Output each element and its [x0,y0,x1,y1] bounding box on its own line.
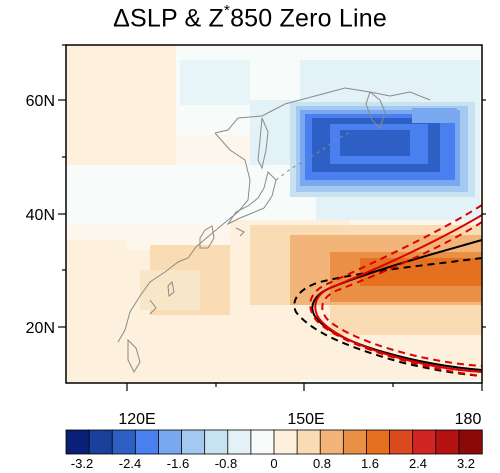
colorbar-label: -3.2 [71,456,93,471]
colorbar-label: 0.8 [313,456,331,471]
zero-line-model-dashed-a [309,204,482,377]
colorbar-label: -2.4 [119,456,141,471]
zero-line-model-dashed-b [321,221,482,367]
zero-line-observed-dashed [293,257,482,377]
colorbar-swatch [412,429,437,455]
colorbar-swatch [366,429,391,455]
colorbar-swatch [389,429,414,455]
colorbar-swatch [250,429,275,455]
zero-line-model [314,214,482,373]
colorbar-swatch [204,429,229,455]
lon-label-150e: 150E [287,411,324,428]
colorbar-swatch [458,429,483,455]
colorbar-swatch [111,429,137,455]
colorbar-swatch [181,429,206,455]
colorbar-swatch [273,429,298,455]
zero-line-contours [293,204,482,377]
colorbar [65,429,483,455]
colorbar-labels: -3.2 -2.4 -1.6 -0.8 0 0.8 1.6 2.4 3.2 [71,456,475,471]
colorbar-swatch [319,429,345,455]
map-title: ΔSLP & Z*850 Zero Line [113,2,387,33]
colorbar-label: -0.8 [215,456,237,471]
lat-label-20n: 20N [26,320,55,337]
colorbar-swatch [134,429,160,455]
colorbar-label: 3.2 [457,456,475,471]
colorbar-swatch [435,429,460,455]
zero-line-observed [311,239,482,371]
lon-label-120e: 120E [118,411,155,428]
colorbar-swatch [342,429,368,455]
lon-label-180: 180 [455,411,482,428]
lat-label-60n: 60N [26,93,55,110]
lat-label-40n: 40N [26,207,55,224]
colorbar-swatch [158,429,183,455]
colorbar-label: 2.4 [409,456,427,471]
colorbar-swatch [296,429,321,455]
axis-ticks [58,44,486,391]
colorbar-label: 1.6 [361,456,379,471]
coastlines [117,87,431,374]
colorbar-swatch [65,429,90,455]
colorbar-label: -1.6 [167,456,189,471]
colorbar-label: 0 [270,456,277,471]
colorbar-swatch [88,429,113,455]
colorbar-swatch [227,429,252,455]
